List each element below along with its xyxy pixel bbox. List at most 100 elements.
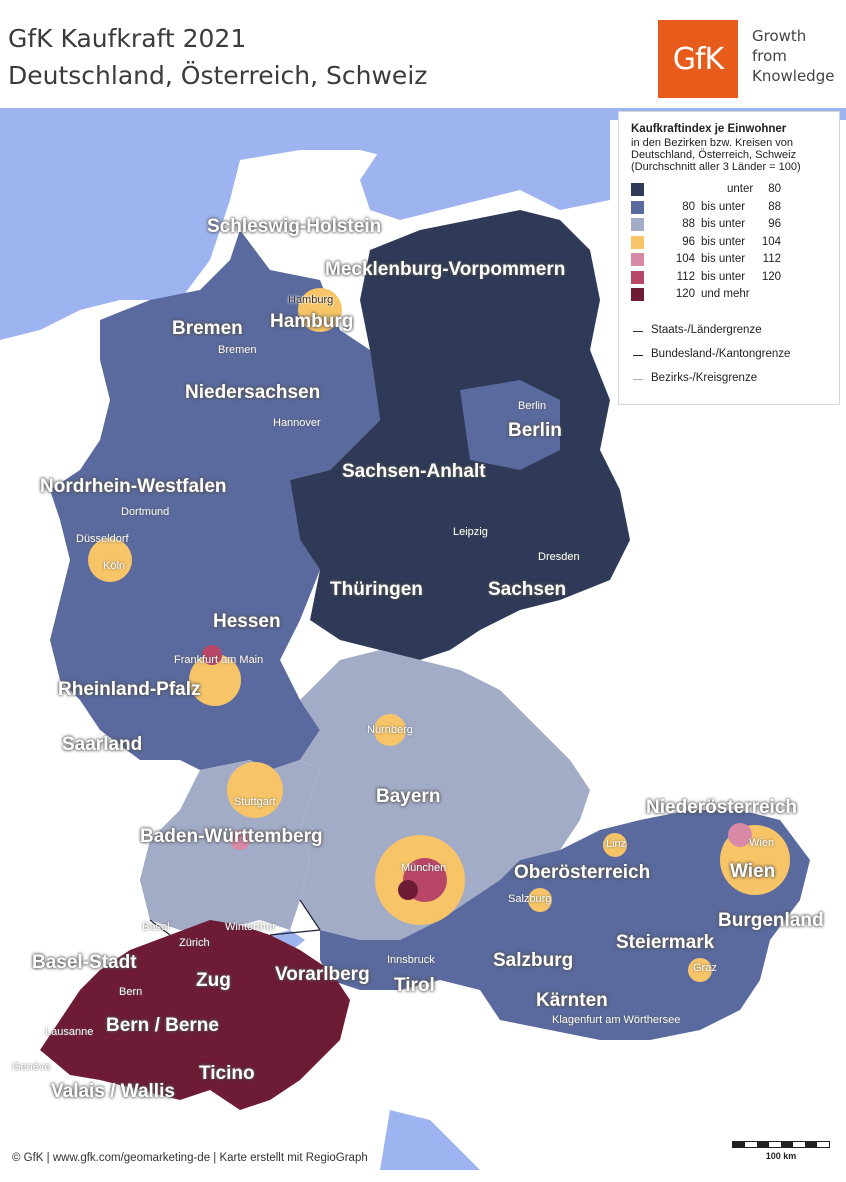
label-baden-wuerttemberg: Baden-Württemberg — [140, 826, 323, 847]
legend-line-district — [633, 379, 643, 380]
legend-high-3: 96 — [768, 218, 781, 230]
scale-bar-label: 100 km — [765, 1151, 797, 1161]
legend-high-4: 104 — [761, 236, 781, 248]
graz-area — [688, 958, 712, 982]
legend-mid-6: bis unter — [701, 271, 746, 283]
legend-low-3: 88 — [682, 218, 695, 230]
legend-border-district: Bezirks-/Kreisgrenze — [631, 372, 831, 386]
label-wien: Wien — [730, 861, 776, 882]
label-kaernten: Kärnten — [536, 990, 608, 1011]
country-borders — [149, 899, 321, 936]
city-dortmund: Dortmund — [121, 506, 170, 518]
label-hamburg: Hamburg — [270, 311, 354, 332]
legend-mid-1: unter — [727, 183, 754, 195]
label-bern-berne: Bern / Berne — [106, 1015, 219, 1036]
city-duesseldorf: Düsseldorf — [76, 533, 129, 545]
stuttgart-area — [227, 762, 283, 818]
baltic-sea — [360, 108, 846, 220]
adriatic-sea — [380, 1110, 480, 1170]
legend-border-state-label: Bundesland-/Kantongrenze — [651, 348, 791, 360]
label-niederoesterreich: Niederösterreich — [646, 797, 798, 818]
legend-mid-4: bis unter — [701, 236, 746, 248]
hamburg-area — [298, 288, 342, 332]
label-saarland: Saarland — [62, 734, 143, 755]
city-graz: Graz — [693, 962, 717, 974]
tagline-line-3: Knowledge — [752, 67, 835, 85]
legend-swatch-4 — [631, 236, 644, 249]
label-ticino: Ticino — [199, 1063, 255, 1084]
gfk-tagline: Growth from Knowledge — [752, 26, 834, 86]
legend-line-state — [633, 355, 643, 356]
city-berlin: Berlin — [518, 400, 547, 412]
map-title-line-2: Deutschland, Österreich, Schweiz — [8, 61, 428, 90]
label-schleswig-holstein: Schleswig-Holstein — [207, 216, 382, 237]
austria — [320, 810, 810, 1040]
city-leipzig: Leipzig — [453, 526, 488, 538]
city-linz: Linz — [606, 838, 627, 850]
legend-low-7: 120 — [675, 288, 695, 300]
label-vorarlberg: Vorarlberg — [275, 964, 370, 985]
city-klagenfurt: Klagenfurt am Wörthersee — [552, 1014, 681, 1026]
label-sachsen-anhalt: Sachsen-Anhalt — [342, 461, 486, 482]
berlin-area — [460, 380, 560, 470]
nuernberg-area — [374, 714, 406, 746]
city-bremen: Bremen — [218, 344, 257, 356]
label-salzburg: Salzburg — [493, 950, 574, 971]
legend-class-1: unter 80 — [631, 183, 831, 197]
legend-swatch-6 — [631, 271, 644, 284]
label-oberoesterreich: Oberösterreich — [514, 862, 651, 883]
legend-line-country — [633, 331, 643, 332]
city-innsbruck: Innsbruck — [387, 954, 435, 966]
legend-high-5: 112 — [762, 253, 781, 265]
label-burgenland: Burgenland — [718, 910, 824, 931]
city-basel: Basel — [142, 921, 170, 933]
gfk-logo-text: GfK — [672, 41, 724, 77]
legend-high-6: 120 — [761, 271, 781, 283]
legend-subheading: in den Bezirken bzw. Kreisen von Deutsch… — [631, 137, 801, 173]
city-hannover: Hannover — [273, 417, 321, 429]
label-nordrhein-westfalen: Nordrhein-Westfalen — [40, 476, 227, 497]
germany-east — [290, 210, 630, 660]
legend-mid-3: bis unter — [701, 218, 746, 230]
label-bremen: Bremen — [172, 318, 243, 339]
label-thueringen: Thüringen — [330, 579, 423, 600]
tagline-line-1: Growth — [752, 27, 807, 45]
legend-border-state: Bundesland-/Kantongrenze — [631, 348, 831, 362]
city-geneve: Genève — [12, 1061, 51, 1073]
city-salzburg: Salzburg — [508, 893, 552, 905]
city-muenchen: München — [401, 862, 447, 874]
legend-high-1: 80 — [768, 183, 781, 195]
legend-mid-7: und mehr — [701, 288, 750, 300]
muenchen-dark — [398, 880, 418, 900]
city-koeln: Köln — [103, 560, 126, 572]
bavaria — [300, 650, 590, 940]
wien-pink — [728, 823, 752, 847]
legend-class-5: 104 bis unter 112 — [631, 253, 831, 267]
city-lausanne: Lausanne — [45, 1026, 94, 1038]
city-winterthur: Winterthur — [225, 921, 276, 933]
legend-border-country-label: Staats-/Ländergrenze — [651, 324, 762, 336]
legend-mid-2: bis unter — [701, 201, 746, 213]
city-wien: Wien — [749, 837, 775, 849]
label-bayern: Bayern — [376, 786, 441, 807]
legend-swatch-5 — [631, 253, 644, 266]
tagline-line-2: from — [752, 47, 787, 65]
map-title-line-1: GfK Kaufkraft 2021 — [8, 24, 247, 53]
city-bern: Bern — [119, 986, 143, 998]
city-hamburg: Hamburg — [288, 294, 334, 306]
label-niedersachsen: Niedersachsen — [185, 382, 321, 403]
legend-high-2: 88 — [768, 201, 781, 213]
switzerland — [40, 920, 350, 1110]
label-mecklenburg-vorpommern: Mecklenburg-Vorpommern — [325, 259, 566, 280]
legend-class-6: 112 bis unter 120 — [631, 271, 831, 285]
label-berlin: Berlin — [508, 420, 562, 441]
salzburg-area — [528, 888, 552, 912]
legend-border-district-label: Bezirks-/Kreisgrenze — [651, 372, 758, 384]
legend-low-4: 96 — [682, 236, 695, 248]
legend-border-country: Staats-/Ländergrenze — [631, 324, 831, 338]
legend-low-2: 80 — [682, 201, 695, 213]
label-steiermark: Steiermark — [616, 932, 715, 953]
gfk-logo: GfK — [658, 20, 738, 98]
scale-bar: 100 km — [732, 1141, 830, 1161]
legend-swatch-7 — [631, 288, 644, 301]
